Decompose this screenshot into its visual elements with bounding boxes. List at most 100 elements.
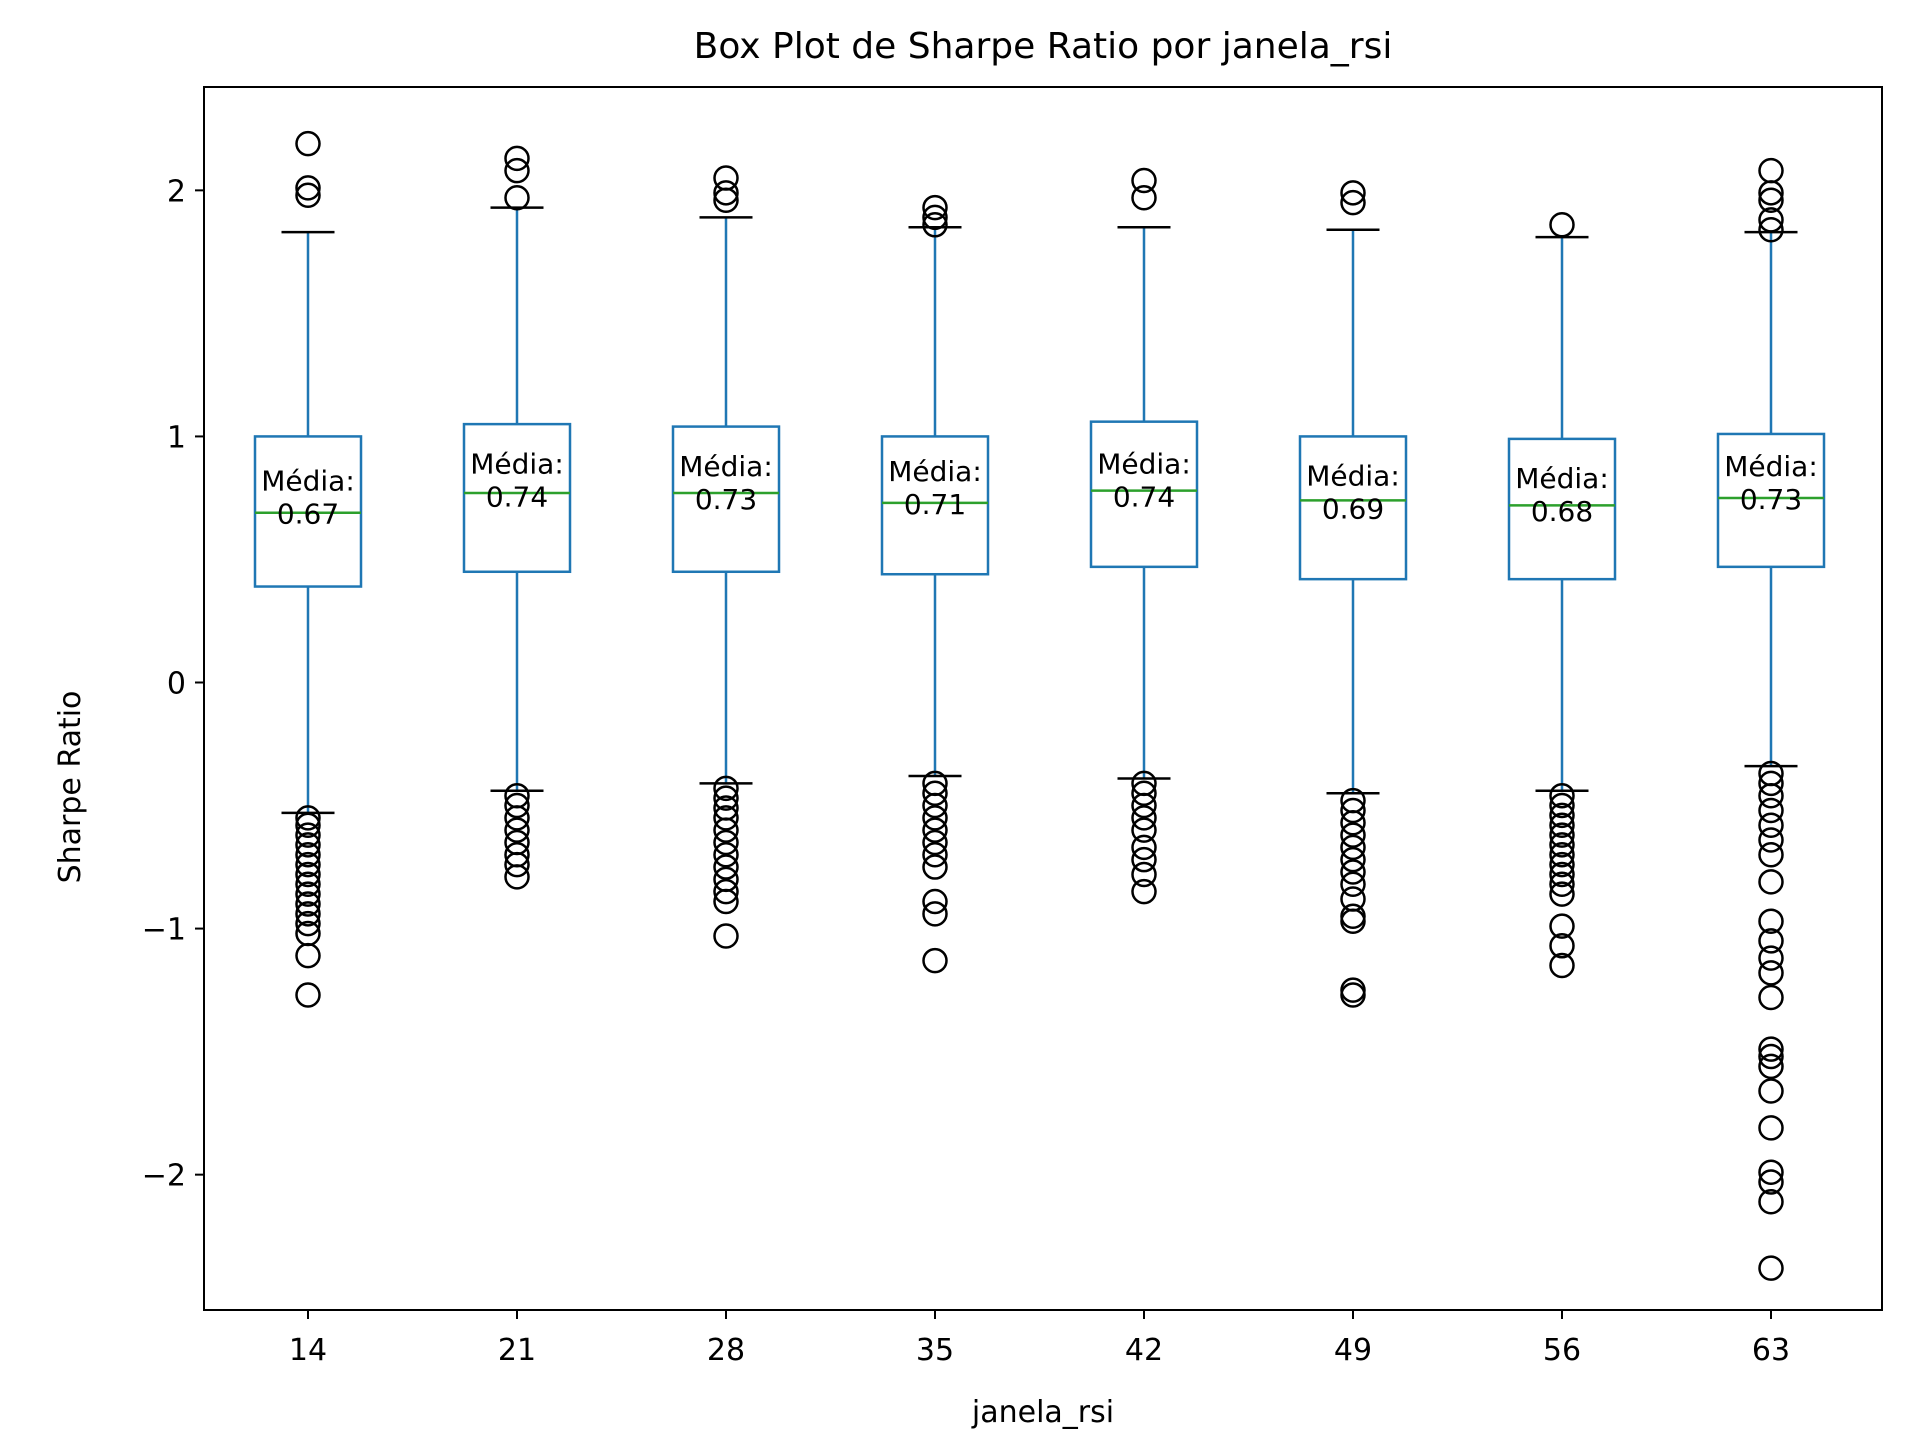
outlier-point	[1131, 834, 1157, 861]
outlier-point	[1131, 878, 1157, 905]
outlier-point	[1758, 180, 1784, 206]
outlier-point	[1758, 945, 1784, 971]
outlier-point	[504, 184, 530, 211]
outlier-point	[1758, 827, 1784, 853]
mean-label-prefix: Média:	[470, 447, 564, 480]
iqr-box	[1089, 420, 1199, 569]
mean-label-prefix: Média:	[261, 465, 355, 498]
outlier-point	[1340, 846, 1366, 873]
outlier-point	[1758, 984, 1784, 1011]
outlier-point	[713, 805, 739, 831]
outlier-point	[295, 832, 321, 858]
outlier-point	[1131, 805, 1157, 831]
outlier-point	[713, 829, 739, 856]
outlier-point	[295, 942, 321, 969]
outlier-point	[1131, 780, 1157, 806]
outlier-point	[295, 881, 321, 907]
mean-label-value: 0.68	[1531, 495, 1593, 528]
outlier-point	[1131, 792, 1157, 819]
outlier-point	[1758, 216, 1784, 243]
outlier-point	[1758, 1188, 1784, 1215]
outlier-point	[1131, 846, 1157, 873]
outlier-point	[1549, 812, 1575, 838]
iqr-box	[1716, 432, 1826, 569]
x-tick-label: 28	[707, 1333, 745, 1368]
y-axis-label: Sharpe Ratio	[53, 691, 88, 884]
outlier-point	[295, 982, 321, 1008]
outlier-point	[1758, 908, 1784, 934]
outlier-point	[295, 805, 321, 831]
x-axis-label: janela_rsi	[971, 1395, 1114, 1430]
outlier-point	[713, 775, 739, 802]
mean-label-value: 0.74	[1113, 480, 1175, 513]
outlier-point	[1549, 933, 1575, 959]
outlier-point	[713, 817, 739, 843]
outlier-point	[1549, 792, 1575, 819]
mean-label-value: 0.74	[486, 480, 548, 513]
outlier-point	[295, 910, 321, 937]
outlier-point	[1549, 822, 1575, 848]
outlier-point	[922, 842, 948, 868]
outlier-point	[295, 861, 321, 888]
outlier-point	[922, 204, 948, 231]
outlier-point	[713, 785, 739, 811]
outlier-point	[295, 182, 321, 209]
outlier-point	[1340, 180, 1366, 206]
outlier-point	[1340, 871, 1366, 898]
outlier-point	[1131, 167, 1157, 194]
mean-label-prefix: Média:	[1515, 462, 1609, 495]
outlier-point	[295, 130, 321, 157]
outlier-point	[504, 792, 530, 819]
mean-label-value: 0.67	[277, 498, 339, 531]
y-tick-label: −1	[142, 913, 186, 948]
outlier-point	[1758, 1043, 1784, 1070]
outlier-point	[1758, 207, 1784, 233]
chart-title: Box Plot de Sharpe Ratio por janela_rsi	[694, 26, 1393, 67]
outlier-point	[1549, 871, 1575, 898]
outlier-point	[1340, 189, 1366, 216]
outlier-point	[1758, 770, 1784, 797]
outlier-point	[713, 187, 739, 213]
outlier-point	[295, 842, 321, 868]
outlier-point	[1758, 187, 1784, 213]
outlier-point	[922, 792, 948, 819]
outlier-point	[922, 805, 948, 831]
outlier-point	[713, 854, 739, 880]
outlier-point	[1758, 1115, 1784, 1141]
outlier-point	[922, 194, 948, 221]
outlier-point	[922, 780, 948, 806]
iqr-box	[1507, 437, 1617, 581]
outlier-point	[295, 901, 321, 927]
x-tick-label: 35	[916, 1333, 954, 1368]
outlier-point	[1758, 1159, 1784, 1185]
outlier-point	[1340, 822, 1366, 848]
outlier-point	[1131, 861, 1157, 888]
mean-label-value: 0.69	[1322, 493, 1384, 526]
outlier-point	[504, 817, 530, 843]
outlier-point	[1340, 908, 1366, 934]
mean-label-prefix: Média:	[1724, 450, 1818, 483]
outlier-point	[1131, 817, 1157, 843]
mean-label-value: 0.71	[904, 488, 966, 521]
outlier-point	[504, 864, 530, 890]
outlier-point	[1758, 1036, 1784, 1062]
outlier-point	[713, 180, 739, 206]
outlier-point	[504, 145, 530, 172]
axes-frame	[203, 86, 1883, 1311]
plot-area: 210−1−214 21 28 35 42 49 56 63Média:0.67Média:0…	[142, 130, 1826, 1368]
x-tick-label: 21	[498, 1333, 536, 1368]
outlier-point	[922, 212, 948, 238]
outlier-point	[1131, 184, 1157, 211]
outlier-point	[1549, 881, 1575, 907]
outlier-point	[1758, 960, 1784, 986]
y-tick-label: 1	[167, 420, 186, 455]
outlier-point	[1758, 1255, 1784, 1281]
outlier-point	[922, 901, 948, 927]
outlier-point	[295, 812, 321, 838]
outlier-point	[1758, 1053, 1784, 1080]
outlier-point	[504, 851, 530, 878]
mean-label-value: 0.73	[1740, 483, 1802, 516]
x-tick-label: 56	[1543, 1333, 1581, 1368]
outlier-point	[1758, 869, 1784, 895]
x-tick-label: 42	[1125, 1333, 1163, 1368]
